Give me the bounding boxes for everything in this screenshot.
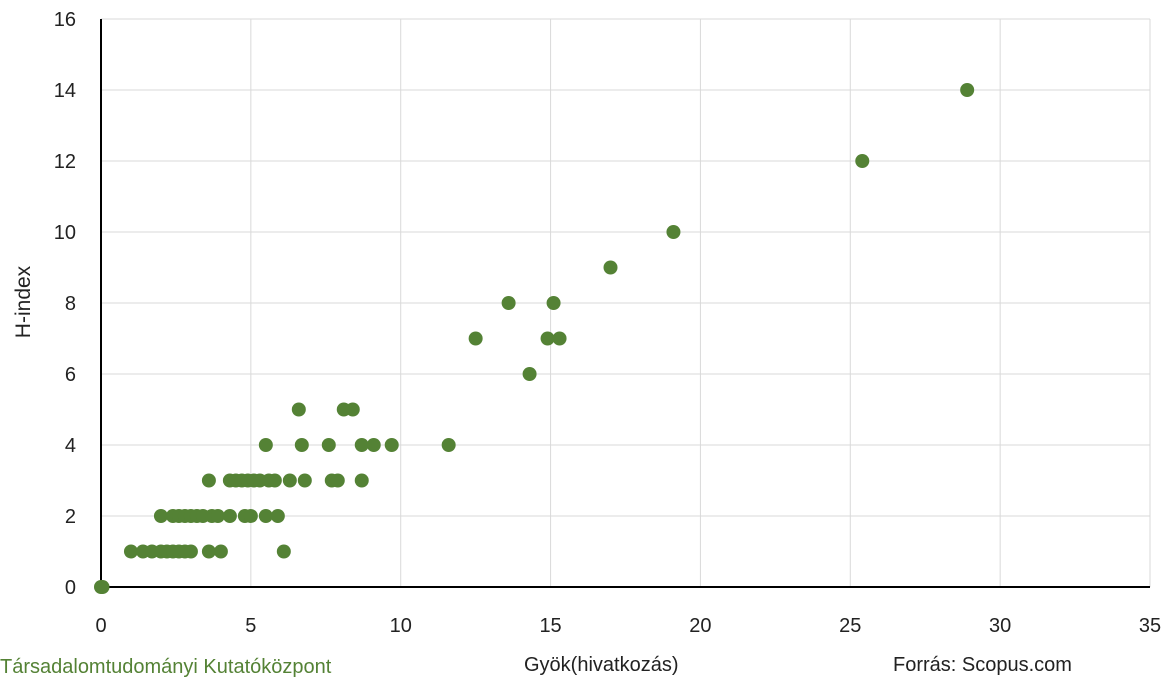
x-tick-label: 10	[390, 615, 412, 637]
data-point	[468, 331, 483, 346]
data-point	[345, 402, 360, 417]
data-point	[210, 509, 225, 523]
x-axis-title: Gyök(hivatkozás)	[524, 654, 679, 676]
data-point	[546, 296, 561, 310]
y-axis-title: H-index	[12, 265, 35, 338]
data-point	[297, 473, 312, 488]
data-points	[94, 83, 975, 594]
x-tick-label: 35	[1139, 615, 1161, 637]
data-point	[153, 509, 168, 523]
x-tick-label: 15	[539, 615, 561, 637]
data-point	[540, 331, 555, 346]
x-tick-label: 5	[245, 615, 256, 637]
data-point	[603, 260, 618, 275]
axes	[100, 19, 1150, 588]
y-tick-label: 14	[54, 80, 76, 102]
data-point	[243, 509, 258, 523]
data-point	[321, 438, 336, 452]
data-point	[666, 225, 681, 239]
institution-label: Társadalomtudományi Kutatóközpont	[0, 656, 332, 678]
data-point	[258, 509, 273, 523]
x-tick-labels: 0 5 10 15 20 25 30 35	[95, 615, 1161, 637]
x-tick-label: 25	[839, 615, 861, 637]
x-tick-label: 20	[689, 615, 711, 637]
data-point	[282, 473, 297, 488]
data-point	[291, 402, 306, 417]
y-tick-label: 16	[54, 9, 76, 31]
data-point	[267, 473, 282, 488]
data-point	[213, 544, 228, 559]
y-tick-labels: 0 2 4 6 8 10 12 14 16	[54, 9, 76, 599]
data-point	[960, 83, 975, 97]
x-tick-label: 30	[989, 615, 1011, 637]
y-tick-label: 10	[54, 222, 76, 244]
data-point	[183, 544, 198, 559]
data-point	[270, 509, 285, 523]
data-point	[366, 438, 381, 452]
y-tick-label: 2	[65, 506, 76, 528]
x-tick-label: 0	[95, 615, 106, 637]
data-point	[354, 473, 369, 488]
data-point	[258, 438, 273, 452]
data-point	[384, 438, 399, 452]
data-point	[222, 509, 237, 523]
y-tick-label: 0	[65, 577, 76, 599]
data-point	[501, 296, 516, 310]
data-point	[354, 438, 369, 452]
data-point	[294, 438, 309, 452]
y-tick-label: 4	[65, 435, 76, 457]
data-point	[95, 580, 110, 594]
gridlines	[101, 18, 1151, 587]
y-tick-label: 6	[65, 364, 76, 386]
data-point	[201, 544, 216, 559]
data-point	[276, 544, 291, 559]
data-point	[522, 367, 537, 381]
data-point	[441, 438, 456, 452]
data-point	[123, 544, 138, 559]
data-point	[201, 473, 216, 488]
y-tick-label: 12	[54, 151, 76, 173]
data-point	[552, 331, 567, 346]
data-point	[330, 473, 345, 488]
source-label: Forrás: Scopus.com	[893, 654, 1072, 676]
data-point	[855, 154, 870, 168]
y-tick-label: 8	[65, 293, 76, 315]
